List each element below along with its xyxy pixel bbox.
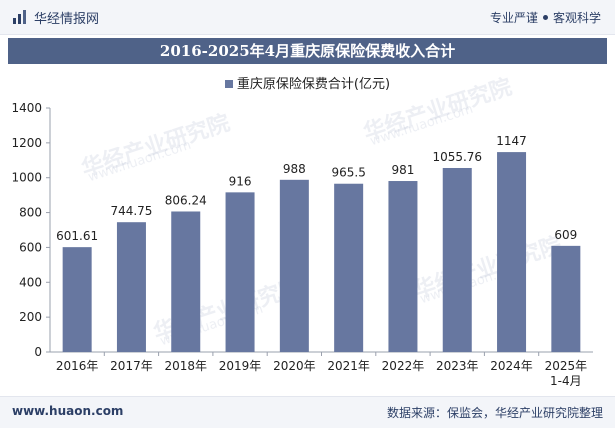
- tagline: 专业严谨 客观科学: [490, 9, 601, 26]
- y-tick-label: 600: [19, 240, 42, 254]
- y-tick-label: 0: [34, 345, 42, 359]
- data-label: 601.61: [56, 229, 98, 243]
- x-tick-label: 2020年: [273, 359, 316, 373]
- data-label: 744.75: [110, 204, 152, 218]
- x-tick-label: 2021年: [327, 359, 370, 373]
- legend-label: 重庆原保险保费合计(亿元): [236, 77, 391, 92]
- data-label: 965.5: [331, 166, 365, 180]
- chart-legend: 重庆原保险保费合计(亿元): [0, 73, 615, 92]
- bar: [225, 192, 255, 352]
- x-tick-label: 2023年: [436, 359, 479, 373]
- data-label: 916: [229, 174, 252, 188]
- x-tick-label: 2024年: [490, 359, 533, 373]
- x-tick-label: 1-4月: [550, 374, 582, 388]
- logo-icon: [13, 10, 26, 24]
- legend-swatch: [224, 79, 233, 88]
- footer-url[interactable]: www.huaon.com: [12, 404, 124, 418]
- bar: [334, 183, 364, 352]
- bar: [442, 167, 472, 352]
- footer: www.huaon.com 数据来源：保监会，华经产业研究院整理: [0, 396, 615, 428]
- y-tick-label: 1000: [11, 171, 42, 185]
- data-label: 988: [283, 162, 306, 176]
- data-label: 609: [554, 228, 577, 242]
- top-bar: 华经情报网 专业严谨 客观科学: [0, 0, 615, 35]
- x-tick-label: 2022年: [382, 359, 425, 373]
- title-band: 2016-2025年4月重庆原保险保费收入合计: [8, 38, 607, 64]
- x-tick-label: 2016年: [56, 359, 99, 373]
- x-tick-label: 2019年: [219, 359, 262, 373]
- x-tick-label: 2018年: [164, 359, 207, 373]
- bar: [171, 211, 201, 352]
- data-label: 806.24: [165, 193, 207, 207]
- y-tick-label: 800: [19, 206, 42, 220]
- y-tick-label: 1200: [11, 136, 42, 150]
- y-tick-label: 400: [19, 275, 42, 289]
- bar: [279, 179, 309, 352]
- tagline-left: 专业严谨: [489, 11, 538, 25]
- data-label: 1147: [496, 134, 527, 148]
- y-tick-label: 200: [19, 310, 42, 324]
- chart-title: 2016-2025年4月重庆原保险保费收入合计: [159, 42, 456, 60]
- y-tick-label: 1400: [11, 101, 42, 115]
- tagline-dot: [542, 15, 548, 20]
- x-tick-label: 2025年: [545, 359, 588, 373]
- data-label: 981: [391, 163, 414, 177]
- data-label: 1055.76: [432, 150, 482, 164]
- tagline-right: 客观科学: [552, 11, 601, 25]
- x-tick-label: 2017年: [110, 359, 153, 373]
- site-name: 华经情报网: [34, 12, 100, 27]
- bar: [62, 247, 92, 352]
- bar: [497, 152, 527, 352]
- footer-source: 数据来源：保监会，华经产业研究院整理: [386, 406, 603, 420]
- bar: [388, 181, 418, 352]
- bar: [551, 245, 581, 352]
- bar: [116, 222, 146, 352]
